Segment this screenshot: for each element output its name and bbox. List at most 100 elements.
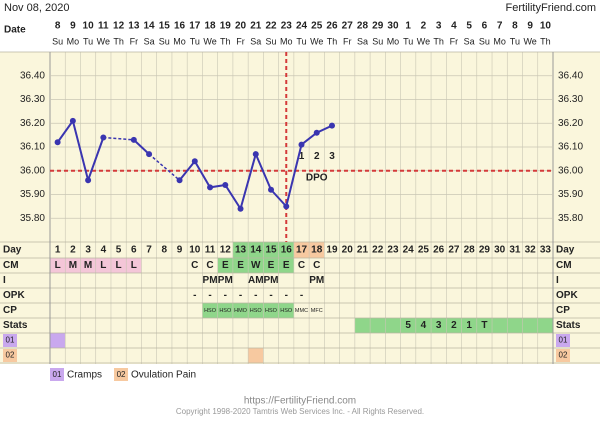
day-number: 27: [448, 245, 460, 256]
date-label: 7: [497, 21, 503, 32]
cell-fill: [415, 318, 432, 333]
y-tick-label-right: 36.20: [558, 118, 583, 129]
date-label: 21: [250, 21, 262, 32]
cell-text: L: [131, 260, 137, 271]
cell-text: HSO: [204, 308, 217, 314]
cell-text: HMO: [234, 308, 248, 314]
legend-label: Ovulation Pain: [131, 370, 196, 381]
dpo-number: 1: [299, 151, 305, 162]
date-label: 3: [436, 21, 442, 32]
weekday-label: Sa: [357, 36, 368, 46]
cell-fill: [492, 318, 508, 333]
day-number: 6: [131, 245, 137, 256]
cell-text: E: [283, 260, 290, 271]
day-number: 16: [281, 245, 293, 256]
row-label: CM: [3, 260, 19, 271]
cell-text: E: [237, 260, 244, 271]
temp-point: [191, 158, 198, 165]
day-number: 26: [433, 245, 445, 256]
day-number: 9: [177, 245, 183, 256]
day-number: 25: [418, 245, 430, 256]
temp-point: [313, 129, 320, 136]
chart-background: [0, 52, 600, 364]
weekday-label: Su: [479, 36, 490, 46]
cell-fill: [248, 258, 264, 273]
y-tick-label-right: 36.30: [558, 94, 583, 105]
weekday-label: Th: [327, 36, 338, 46]
row-label-right: 01: [559, 336, 568, 345]
weekday-label: Sa: [464, 36, 475, 46]
cell-text: HSO: [250, 308, 263, 314]
day-number: 11: [205, 245, 216, 256]
y-tick-label: 35.90: [20, 189, 45, 200]
cell-text: C: [298, 260, 305, 271]
weekday-label: We: [97, 36, 110, 46]
temp-point: [69, 117, 76, 124]
day-number: 33: [540, 245, 552, 256]
weekday-label: Sa: [144, 36, 155, 46]
y-tick-label: 36.40: [20, 70, 45, 81]
cell-fill: [110, 258, 127, 273]
temp-point: [298, 141, 305, 148]
day-number: 15: [265, 245, 277, 256]
cell-text: -: [300, 290, 303, 301]
day-cell-fill: [309, 242, 325, 258]
weekday-label: Fr: [450, 36, 459, 46]
day-number: 32: [525, 245, 537, 256]
weekday-label: We: [417, 36, 430, 46]
date-label: 6: [482, 21, 488, 32]
cell-text: L: [100, 260, 106, 271]
temp-point: [283, 203, 290, 210]
dpo-number: 3: [329, 151, 335, 162]
date-label: 25: [311, 21, 323, 32]
day-number: 23: [387, 245, 399, 256]
cell-fill: [507, 318, 523, 333]
y-tick-label: 36.00: [20, 165, 45, 176]
cell-fill: [385, 318, 401, 333]
date-label: 30: [387, 21, 399, 32]
day-number: 17: [296, 245, 308, 256]
date-label: 9: [70, 21, 76, 32]
row-label-box-right: [556, 349, 570, 362]
weekday-label: Tu: [83, 36, 93, 46]
weekday-label: We: [203, 36, 216, 46]
cell-fill: [217, 303, 233, 318]
cell-text: L: [55, 260, 61, 271]
cell-text: MFC: [311, 308, 323, 314]
legend-code: 02: [117, 370, 126, 379]
y-tick-label-right: 36.00: [558, 165, 583, 176]
date-label: 15: [159, 21, 171, 32]
day-number: 24: [403, 245, 415, 256]
date-label: 18: [204, 21, 216, 32]
row-label-right: Stats: [556, 320, 581, 331]
cell-text: W: [251, 260, 261, 271]
cell-text: PM: [309, 275, 324, 286]
cell-text: C: [191, 260, 198, 271]
day-number: 1: [55, 245, 61, 256]
date-label: 12: [113, 21, 125, 32]
cell-fill: [446, 318, 462, 333]
day-number: 31: [509, 245, 521, 256]
cell-fill: [278, 258, 294, 273]
legend-code: 01: [53, 370, 62, 379]
temp-line: [56, 118, 105, 184]
cell-text: 1: [466, 320, 472, 331]
row-label-right: CP: [556, 305, 570, 316]
date-label: 1: [405, 21, 411, 32]
day-cell-fill: [248, 242, 264, 258]
cell-fill: [263, 258, 279, 273]
day-number: 3: [85, 245, 91, 256]
temp-point: [237, 205, 244, 212]
date-label: 19: [220, 21, 232, 32]
cell-fill: [65, 258, 81, 273]
cell-text: -: [285, 290, 288, 301]
cell-text: MMC: [295, 308, 308, 314]
date-label: 24: [296, 21, 308, 32]
cell-text: M: [84, 260, 92, 271]
day-cell-fill: [232, 242, 249, 258]
row-label: OPK: [3, 290, 25, 301]
cell-fill: [217, 258, 233, 273]
cell-fill: [537, 318, 553, 333]
chart-date: Nov 08, 2020: [4, 2, 69, 14]
